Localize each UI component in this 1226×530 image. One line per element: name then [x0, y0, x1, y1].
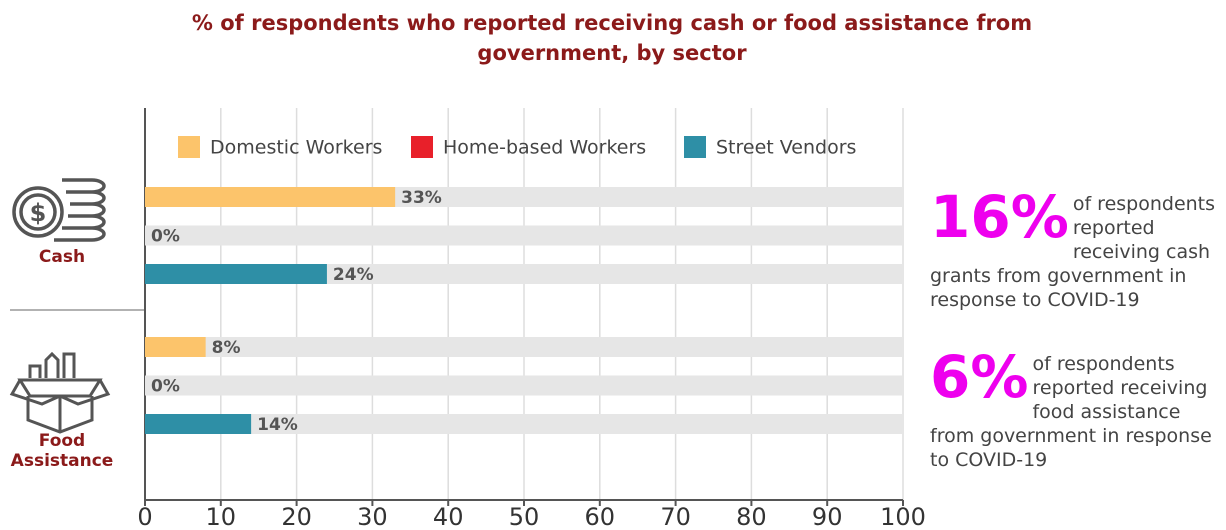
x-tick-label: 70: [660, 503, 691, 530]
food-icon: [9, 351, 111, 434]
x-tick-label: 50: [509, 503, 540, 530]
legend-label: Domestic Workers: [210, 137, 382, 159]
legend-swatch: [411, 136, 433, 158]
annotation-number: 6%: [930, 343, 1029, 411]
value-label: 14%: [257, 415, 298, 435]
bar: [145, 264, 327, 284]
value-label: 0%: [151, 227, 180, 247]
annotation: 6% of respondents reported receiving foo…: [930, 343, 1220, 472]
annotation-text: of respondents reported receiving food a…: [930, 353, 1212, 471]
x-tick-label: 100: [880, 503, 926, 530]
bar-background: [145, 375, 903, 396]
x-tick-label: 80: [736, 503, 767, 530]
value-label: 0%: [151, 377, 180, 397]
legend-swatch: [684, 136, 706, 158]
chart-title: % of respondents who reported receiving …: [191, 11, 1033, 65]
x-tick-label: 60: [585, 503, 616, 530]
bar-background: [145, 337, 903, 357]
bar: [145, 414, 252, 434]
value-label: 24%: [333, 265, 374, 285]
annotation-number: 16%: [930, 183, 1069, 251]
x-tick-label: 0: [137, 503, 152, 530]
category-label: Cash: [38, 247, 86, 267]
bar-background: [145, 225, 903, 246]
value-label: 8%: [212, 338, 241, 358]
x-tick-label: 90: [812, 503, 843, 530]
svg-text:$: $: [30, 199, 47, 227]
x-tick-label: 40: [433, 503, 464, 530]
legend-label: Street Vendors: [716, 137, 856, 159]
bar-background: [145, 264, 903, 284]
cash-icon: $: [12, 178, 106, 242]
annotation-text: of respondents reported receiving cash g…: [930, 193, 1216, 311]
x-tick-label: 30: [357, 503, 388, 530]
category-label: Food Assistance: [10, 431, 114, 471]
bar-background: [145, 414, 903, 434]
x-tick-label: 20: [281, 503, 312, 530]
legend-label: Home-based Workers: [443, 137, 646, 159]
value-label: 33%: [401, 188, 442, 208]
legend-swatch: [178, 136, 200, 158]
bar: [145, 337, 206, 357]
x-tick-label: 10: [206, 503, 237, 530]
annotation: 16% of respondents reported receiving ca…: [930, 183, 1220, 312]
bar: [145, 187, 396, 207]
